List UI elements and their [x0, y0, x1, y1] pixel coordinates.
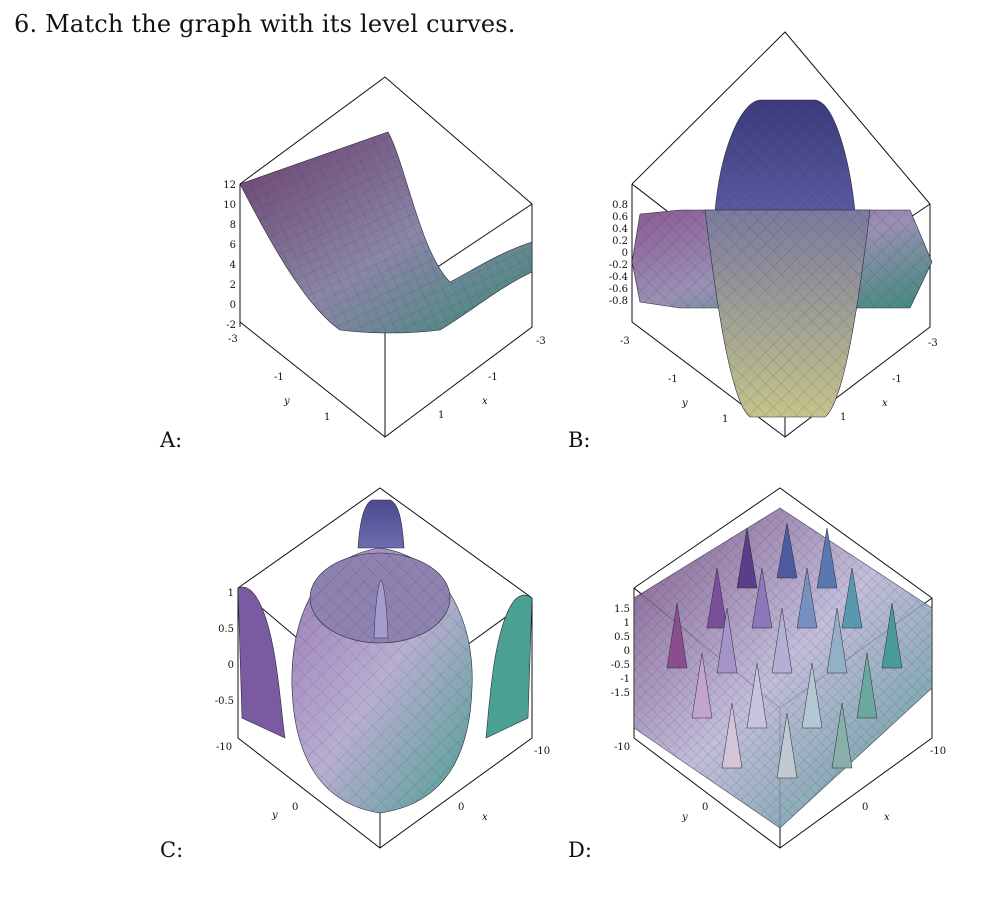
question-heading: 6. Match the graph with its level curves… — [14, 10, 516, 38]
surface-d-peaks — [666, 522, 903, 779]
surface-c-right-wing — [485, 594, 533, 739]
z-tick: 12 — [223, 180, 236, 191]
surface-c-left-wing — [237, 586, 286, 739]
plot-d: 1.5 1 0.5 0 -0.5 -1 -1.5 -10 0 y -10 0 x — [611, 487, 946, 868]
surface-plot-b: 0.8 0.6 0.4 0.2 0 -0.2 -0.4 -0.6 -0.8 -3… — [609, 31, 938, 438]
z-tick: -0.2 — [609, 260, 628, 271]
z-tick: -0.8 — [609, 296, 628, 307]
x-tick: -10 — [534, 746, 550, 757]
y-axis-name: y — [681, 812, 688, 823]
question-text: Match the graph with its level curves. — [45, 10, 516, 38]
z-tick: 0 — [624, 646, 630, 657]
x-tick: -3 — [536, 336, 546, 347]
plot-a: 12 10 8 6 4 2 0 -2 -3 -1 1 y -3 -1 1 x — [220, 72, 550, 452]
x-tick: 1 — [438, 410, 444, 421]
x-tick: 0 — [862, 802, 868, 813]
z-tick: 1 — [624, 618, 630, 629]
panel-label-a: A: — [160, 428, 183, 452]
z-tick: 0 — [228, 660, 234, 671]
z-tick: 0.6 — [612, 212, 628, 223]
z-tick: 0.8 — [612, 200, 628, 211]
y-tick: -1 — [274, 372, 284, 383]
z-tick: 1.5 — [614, 604, 630, 615]
x-axis-name: x — [482, 396, 488, 407]
z-tick: 4 — [230, 260, 236, 271]
z-tick: -0.5 — [611, 660, 630, 671]
y-tick: -3 — [228, 334, 238, 345]
z-axis-a: 12 10 8 6 4 2 0 -2 — [223, 180, 241, 331]
x-tick: -1 — [488, 372, 498, 383]
z-tick: -1 — [620, 674, 630, 685]
surface-c-spike — [357, 499, 405, 549]
z-tick: -0.5 — [215, 696, 234, 707]
y-axis-name: y — [283, 396, 290, 407]
z-tick: -1.5 — [611, 688, 630, 699]
z-axis-c: 1 0.5 0 -0.5 — [215, 588, 234, 707]
x-tick: 0 — [458, 802, 464, 813]
y-tick: 1 — [722, 414, 728, 425]
y-axis-name: y — [271, 810, 278, 821]
x-tick: -10 — [930, 746, 946, 757]
surface-plot-a: 12 10 8 6 4 2 0 -2 -3 -1 1 y -3 -1 1 x — [223, 76, 546, 438]
z-tick: 1 — [228, 588, 234, 599]
z-tick: 0.5 — [218, 624, 234, 635]
question-number: 6. — [14, 10, 38, 38]
z-tick: 8 — [230, 220, 236, 231]
z-axis-d: 1.5 1 0.5 0 -0.5 -1 -1.5 — [611, 604, 630, 699]
z-tick: 0.5 — [614, 632, 630, 643]
surface-plot-c: 1 0.5 0 -0.5 -10 0 y -10 0 x — [215, 487, 550, 849]
plot-b: 0.8 0.6 0.4 0.2 0 -0.2 -0.4 -0.6 -0.8 -3… — [609, 31, 940, 452]
x-tick: 1 — [840, 412, 846, 423]
z-tick: 2 — [230, 280, 236, 291]
z-tick: 0 — [230, 300, 236, 311]
y-tick: -1 — [668, 374, 678, 385]
panel-label-c: C: — [160, 838, 184, 862]
y-axis-name: y — [681, 398, 688, 409]
z-tick: 0.2 — [612, 236, 628, 247]
x-tick: -1 — [892, 374, 902, 385]
z-tick: 0.4 — [612, 224, 628, 235]
z-tick: -2 — [226, 320, 236, 331]
plot-c: 1 0.5 0 -0.5 -10 0 y -10 0 x — [215, 487, 550, 868]
z-tick: 10 — [223, 200, 236, 211]
z-axis-b: 0.8 0.6 0.4 0.2 0 -0.2 -0.4 -0.6 -0.8 — [609, 200, 628, 307]
x-axis-name: x — [482, 812, 488, 823]
y-tick: 0 — [292, 802, 298, 813]
x-axis-name: x — [882, 398, 888, 409]
y-tick: 0 — [702, 802, 708, 813]
y-tick: -10 — [614, 742, 630, 753]
y-tick: 1 — [324, 412, 330, 423]
y-tick: -10 — [216, 742, 232, 753]
z-tick: 6 — [230, 240, 236, 251]
y-tick: -3 — [620, 336, 630, 347]
z-tick: -0.4 — [609, 272, 628, 283]
x-axis-name: x — [884, 812, 890, 823]
z-tick: -0.6 — [609, 284, 628, 295]
z-tick: 0 — [622, 248, 628, 259]
surface-plot-d: 1.5 1 0.5 0 -0.5 -1 -1.5 -10 0 y -10 0 x — [611, 487, 946, 849]
panel-label-b: B: — [568, 428, 591, 452]
panel-label-d: D: — [568, 838, 592, 862]
x-tick: -3 — [928, 338, 938, 349]
